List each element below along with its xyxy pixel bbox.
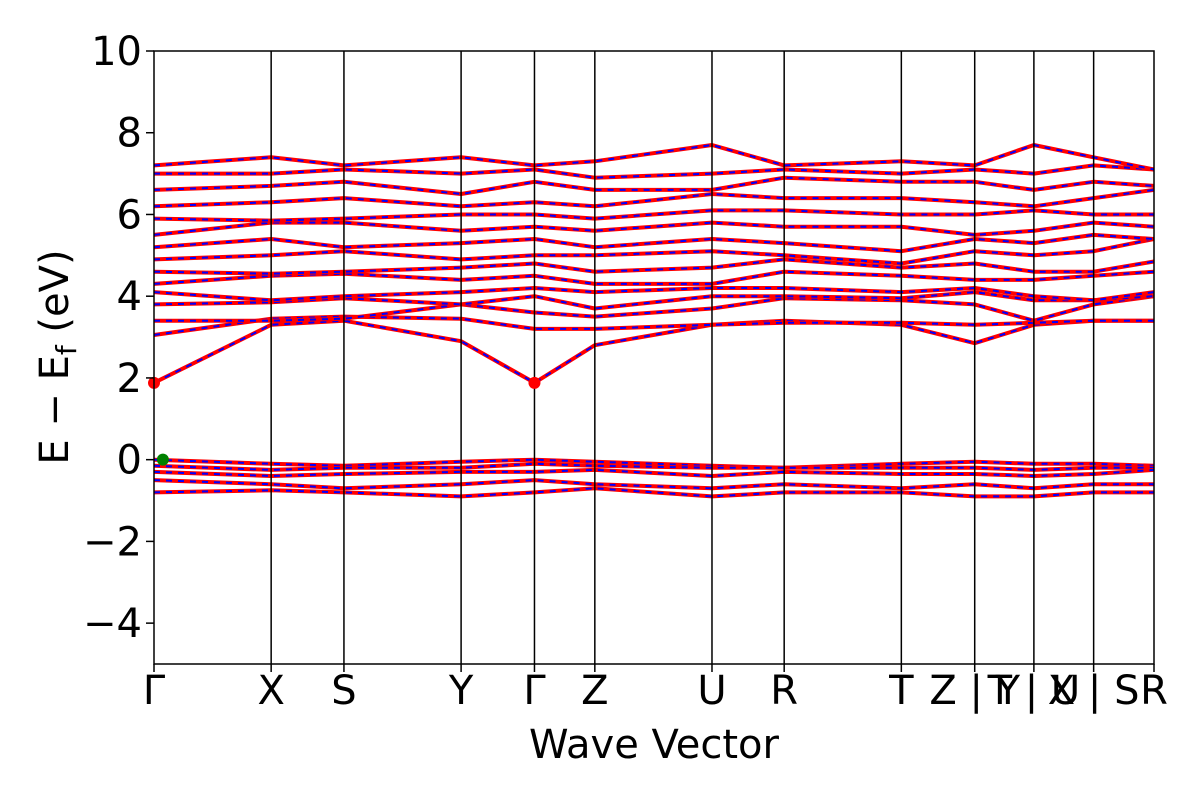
y-tick-label-5: 6	[117, 192, 142, 238]
y-tick-label-3: 2	[117, 356, 142, 402]
band-spin-up-8	[153, 232, 1155, 254]
x-tick-label-1: X	[257, 668, 284, 714]
band-spin-up-11	[153, 187, 1155, 209]
y-axis-label-main: E − E	[32, 355, 78, 465]
markers-group	[148, 376, 541, 466]
y-tick-label-7: 10	[91, 29, 142, 75]
x-tick-label-9: Z | Y	[929, 668, 1020, 714]
band-spin-down-0	[153, 319, 1154, 384]
marker-cbm-1	[528, 376, 541, 389]
x-tick-label-10: T | U	[987, 668, 1081, 714]
band-spin-up-19	[153, 486, 1154, 499]
x-tick-label-0: Γ	[143, 668, 166, 714]
x-tick-label-4: Γ	[523, 668, 546, 714]
band-spin-up-6	[153, 257, 1155, 276]
y-axis-label: E − Ef (eV)	[32, 249, 83, 464]
kpoint-lines-group	[270, 51, 1095, 664]
band-spin-up-14	[153, 143, 1155, 172]
plot-frame	[153, 50, 1155, 665]
x-tick-label-3: Y	[448, 668, 474, 714]
y-tick-label-6: 8	[117, 111, 142, 157]
y-axis-label-tail: (eV)	[32, 249, 78, 345]
band-spin-up-13	[154, 163, 1155, 180]
y-tick-label-0: −4	[83, 601, 142, 647]
band-spin-up-10	[153, 208, 1154, 223]
band-spin-up-18	[153, 478, 1154, 491]
band-spin-up-0	[153, 318, 1154, 385]
y-axis-label-sub: f	[50, 344, 83, 355]
y-ticks-group: −4 −2 0 2 4 6 8 10	[83, 29, 154, 647]
x-tick-label-12: R	[1140, 668, 1168, 714]
y-tick-label-1: −2	[83, 519, 142, 565]
y-tick-label-2: 0	[117, 438, 142, 484]
marker-vbm-2	[156, 453, 169, 466]
x-tick-label-7: R	[770, 668, 798, 714]
y-tick-label-4: 4	[117, 274, 142, 320]
x-tick-label-6: U	[697, 668, 726, 714]
x-tick-label-11: X | S	[1048, 668, 1140, 714]
x-tick-label-2: S	[331, 668, 356, 714]
bands-group	[153, 143, 1155, 499]
x-tick-label-5: Z	[581, 668, 608, 714]
x-tick-label-8: T	[888, 668, 914, 714]
x-axis-label: Wave Vector	[529, 722, 780, 768]
